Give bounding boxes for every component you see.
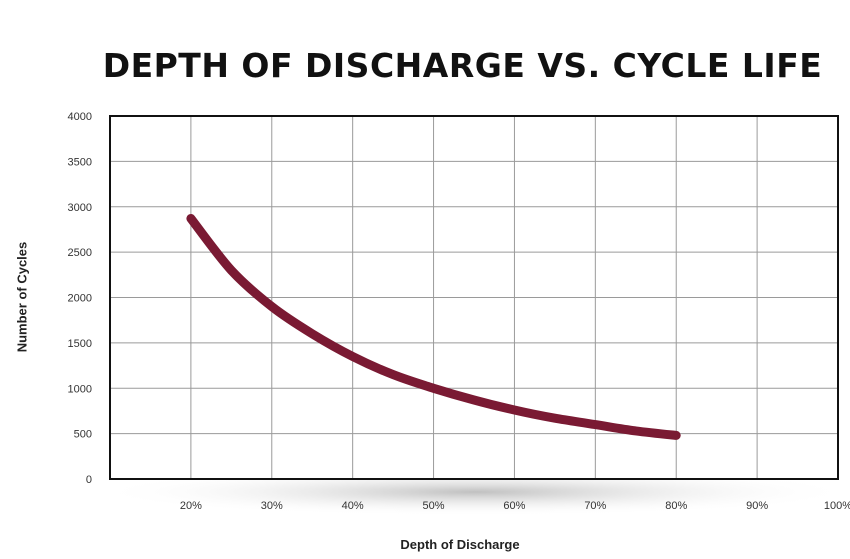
y-tick-label: 0 [86, 474, 92, 486]
x-tick-label: 60% [503, 500, 525, 512]
data-point [634, 429, 638, 433]
data-point [512, 408, 516, 412]
data-point [229, 268, 233, 272]
y-tick-label: 1500 [68, 338, 92, 350]
x-tick-label: 20% [180, 500, 202, 512]
x-tick-label: 50% [423, 500, 445, 512]
data-point [310, 332, 314, 336]
x-tick-label: 30% [261, 500, 283, 512]
data-point [472, 398, 476, 402]
data-point [593, 423, 597, 427]
data-point [391, 373, 395, 377]
plot-shadow [95, 468, 850, 516]
y-tick-label: 4000 [68, 111, 92, 123]
x-tick-label: 70% [584, 500, 606, 512]
y-tick-label: 2500 [68, 247, 92, 259]
data-point [432, 386, 436, 390]
x-axis-label: Depth of Discharge [400, 537, 520, 552]
y-tick-label: 3500 [68, 156, 92, 168]
chart-title: DEPTH OF DISCHARGE VS. CYCLE LIFE [102, 46, 823, 85]
data-point [270, 305, 274, 309]
y-tick-label: 3000 [68, 202, 92, 214]
plot-frame [109, 115, 839, 480]
y-tick-label: 2000 [68, 293, 92, 305]
x-tick-label: 40% [342, 500, 364, 512]
data-point [351, 354, 355, 358]
x-tick-label: 80% [665, 500, 687, 512]
data-point [674, 433, 678, 437]
data-point [189, 217, 193, 221]
y-tick-label: 1000 [68, 383, 92, 395]
data-point [553, 416, 557, 420]
x-tick-label: 100% [824, 500, 850, 512]
x-tick-label: 90% [746, 500, 768, 512]
y-tick-label: 500 [74, 429, 92, 441]
